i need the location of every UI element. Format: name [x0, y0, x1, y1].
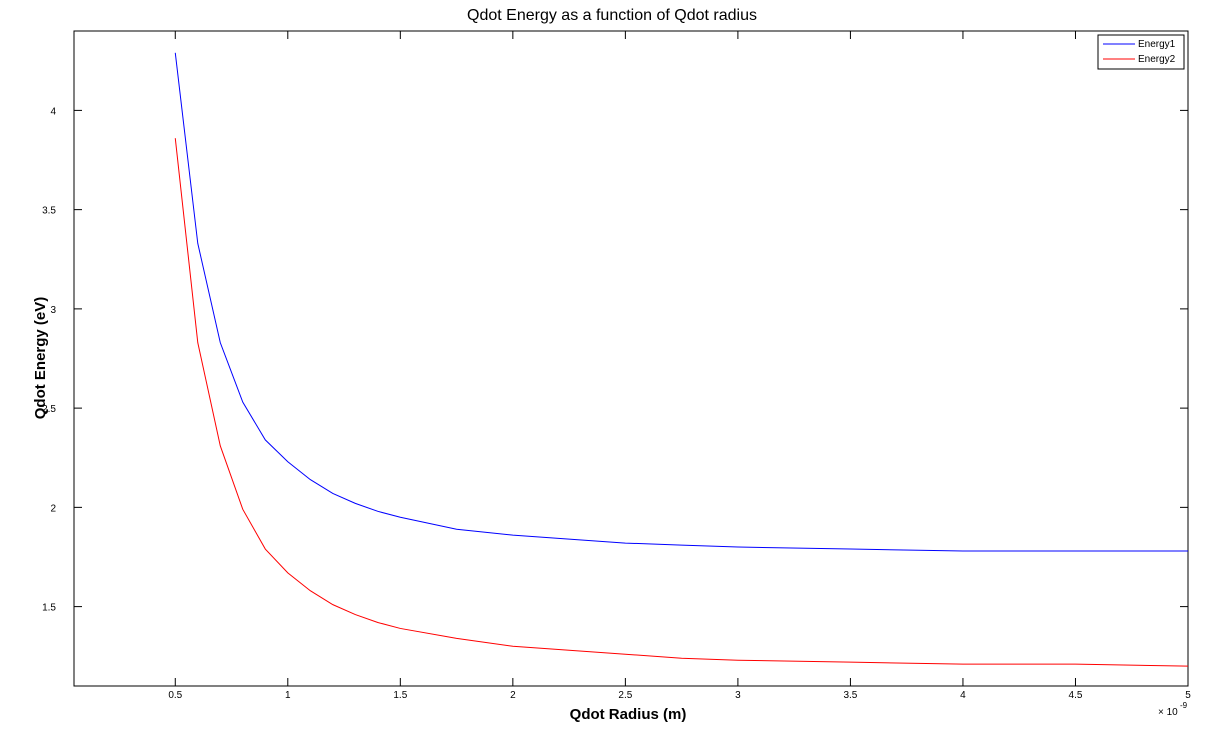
- series-line-energy1: [174, 52, 1188, 552]
- y-tick-label: 2.5: [42, 404, 56, 415]
- y-tick-label: 3: [50, 305, 56, 316]
- axis-ticks: [74, 31, 1189, 686]
- y-tick-label: 4: [50, 106, 56, 117]
- x-tick-label: 3.5: [843, 690, 857, 701]
- series-line-energy2: [174, 138, 1189, 667]
- tick-labels: 0.5 1 1.5 2 2.5 3 3.5 4 4.5 5 1.5 2 2.5 3 3.5 4: [42, 106, 1191, 701]
- x-tick-label: 0.5: [168, 690, 182, 701]
- x-tick-label: 3: [735, 690, 741, 701]
- x-tick-label: 4: [960, 690, 966, 701]
- x-exponent-power: -9: [1180, 701, 1188, 710]
- x-exponent-base: × 10: [1158, 707, 1178, 718]
- x-axis-label: Qdot Radius (m): [570, 706, 687, 723]
- x-exponent: × 10 -9: [1158, 701, 1188, 718]
- x-tick-label: 2.5: [618, 690, 632, 701]
- x-tick-label: 2: [510, 690, 516, 701]
- legend-label-energy1: Energy1: [1138, 39, 1176, 50]
- x-tick-label: 4.5: [1069, 690, 1083, 701]
- legend-label-energy2: Energy2: [1138, 54, 1176, 65]
- y-tick-label: 3.5: [42, 206, 56, 217]
- x-tick-label: 1: [285, 690, 291, 701]
- plot-area: [73, 30, 1189, 687]
- x-tick-label: 1.5: [393, 690, 407, 701]
- y-tick-label: 2: [50, 503, 56, 514]
- chart-title: Qdot Energy as a function of Qdot radius: [467, 7, 757, 24]
- series-lines: [174, 52, 1189, 667]
- y-axis-label: Qdot Energy (eV): [32, 297, 49, 420]
- x-tick-label: 5: [1185, 690, 1191, 701]
- y-tick-label: 1.5: [42, 603, 56, 614]
- legend: Energy1 Energy2: [1097, 34, 1185, 70]
- legend-box: [1097, 34, 1185, 70]
